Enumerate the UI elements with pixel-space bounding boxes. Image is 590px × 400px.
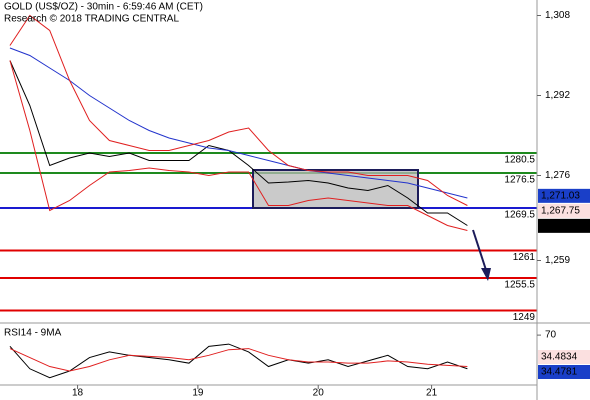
price-tag-label: 1,271.03 [541, 190, 580, 201]
price-tag [538, 188, 590, 203]
price-tag [538, 203, 590, 218]
y-tick-label: 1,292 [545, 90, 570, 101]
arrow-head [481, 268, 491, 281]
trend-arrow [472, 229, 487, 271]
x-tick-label: 20 [313, 388, 325, 399]
level-label: 1261 [513, 252, 536, 263]
series-line [9, 47, 468, 199]
consolidation-box [252, 169, 419, 209]
price-tag [538, 218, 590, 233]
price-lines [9, 14, 468, 231]
rsi-title: RSI14 - 9MA [4, 328, 62, 339]
y-tick-label: 1,276 [545, 170, 570, 181]
rsi-panel [9, 343, 468, 379]
level-label: 1280.5 [504, 155, 535, 166]
series-line [9, 343, 468, 379]
overlay: 1,308 1,292 1,276 1,259 1280.5 1276.5 1269.5 12… [72, 10, 590, 399]
price-tag-label: 1,265.93 [541, 220, 580, 231]
level-label: 1249 [513, 312, 536, 323]
x-tick-label: 18 [72, 388, 84, 399]
y-tick-label: 1,259 [545, 255, 570, 266]
y-tick-label: 1,308 [545, 10, 570, 21]
y-tick-label: 70 [545, 330, 557, 341]
series-line [9, 60, 468, 226]
price-tag-label: 34.4834 [541, 352, 578, 363]
price-tag [538, 365, 590, 379]
series-line [9, 14, 468, 206]
price-tag [538, 350, 590, 364]
price-tag-label: 1,267.75 [541, 205, 580, 216]
level-label: 1269.5 [504, 210, 535, 221]
chart-subtitle: Research © 2018 TRADING CENTRAL [4, 14, 179, 25]
level-label: 1255.5 [504, 280, 535, 291]
price-tag-label: 34.4781 [541, 367, 578, 378]
x-tick-label: 21 [426, 388, 438, 399]
chart-title: GOLD (US$/OZ) - 30min - 6:59:46 AM (CET) [4, 2, 203, 13]
series-line [9, 60, 468, 231]
level-label: 1276.5 [504, 175, 535, 186]
x-tick-label: 19 [192, 388, 204, 399]
series-line [9, 348, 468, 372]
